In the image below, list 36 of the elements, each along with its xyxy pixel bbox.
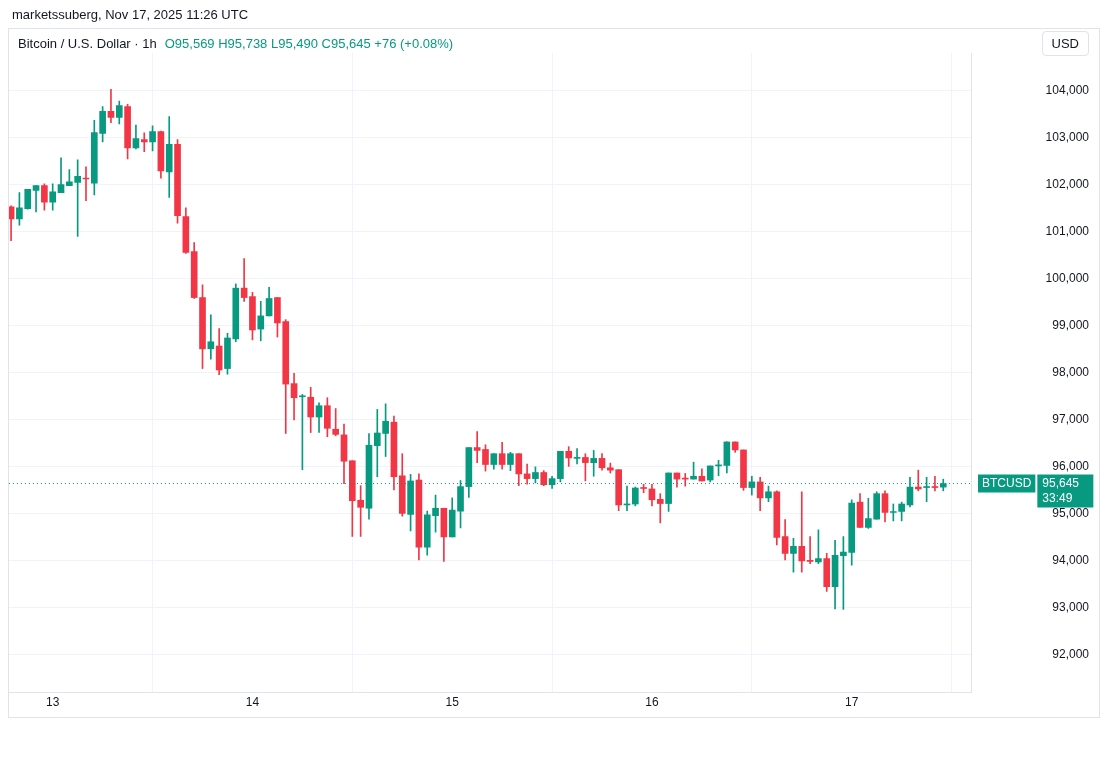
- candlestick: [656, 493, 664, 524]
- y-tick-label: 92,000: [1052, 647, 1090, 662]
- candlestick: [473, 431, 481, 463]
- y-tick-label: 96,000: [1052, 459, 1090, 474]
- x-tick-label: 17: [845, 695, 859, 710]
- candlestick: [207, 314, 215, 360]
- y-tick-label: 103,000: [1045, 129, 1090, 144]
- y-tick-label: 104,000: [1045, 82, 1090, 97]
- candlestick: [798, 491, 806, 573]
- y-tick-label: 97,000: [1052, 412, 1090, 427]
- x-tick-label: 14: [245, 695, 260, 710]
- text: USD: [1041, 31, 1089, 56]
- y-tick-label: 101,000: [1045, 224, 1090, 239]
- x-tick-label: 16: [645, 695, 659, 710]
- chart-title: Bitcoin / U.S. Dollar · 1h: [18, 36, 157, 51]
- candlestick: [573, 448, 581, 465]
- candlestick: [332, 408, 340, 437]
- y-tick-label: 99,000: [1052, 318, 1090, 333]
- y-tick-label: 98,000: [1052, 365, 1090, 380]
- y-tick-label: 93,000: [1052, 600, 1090, 615]
- candlestick: [107, 88, 115, 123]
- x-tick-label: 15: [445, 695, 460, 710]
- candlestick: [32, 185, 40, 213]
- candlestick: [240, 258, 248, 302]
- ref-line-label: BTCUSD 95,645 33:49: [982, 475, 1080, 505]
- candlestick: [806, 536, 814, 565]
- x-tick-label: 13: [46, 695, 60, 710]
- candlestick: [931, 475, 939, 492]
- y-tick-label: 94,000: [1052, 553, 1090, 568]
- text: marketssuberg, Nov 17, 2025 11:26 UTC: [12, 7, 249, 22]
- chart-subtitle: O95,569 H95,738 L95,490 C95,645 +76 (+0.08%): [164, 36, 454, 51]
- y-tick-label: 95,000: [1052, 506, 1090, 521]
- candlestick: [140, 132, 148, 153]
- candlestick: [590, 450, 598, 477]
- y-tick-label: 102,000: [1045, 176, 1090, 191]
- y-tick-label: 100,000: [1045, 271, 1090, 286]
